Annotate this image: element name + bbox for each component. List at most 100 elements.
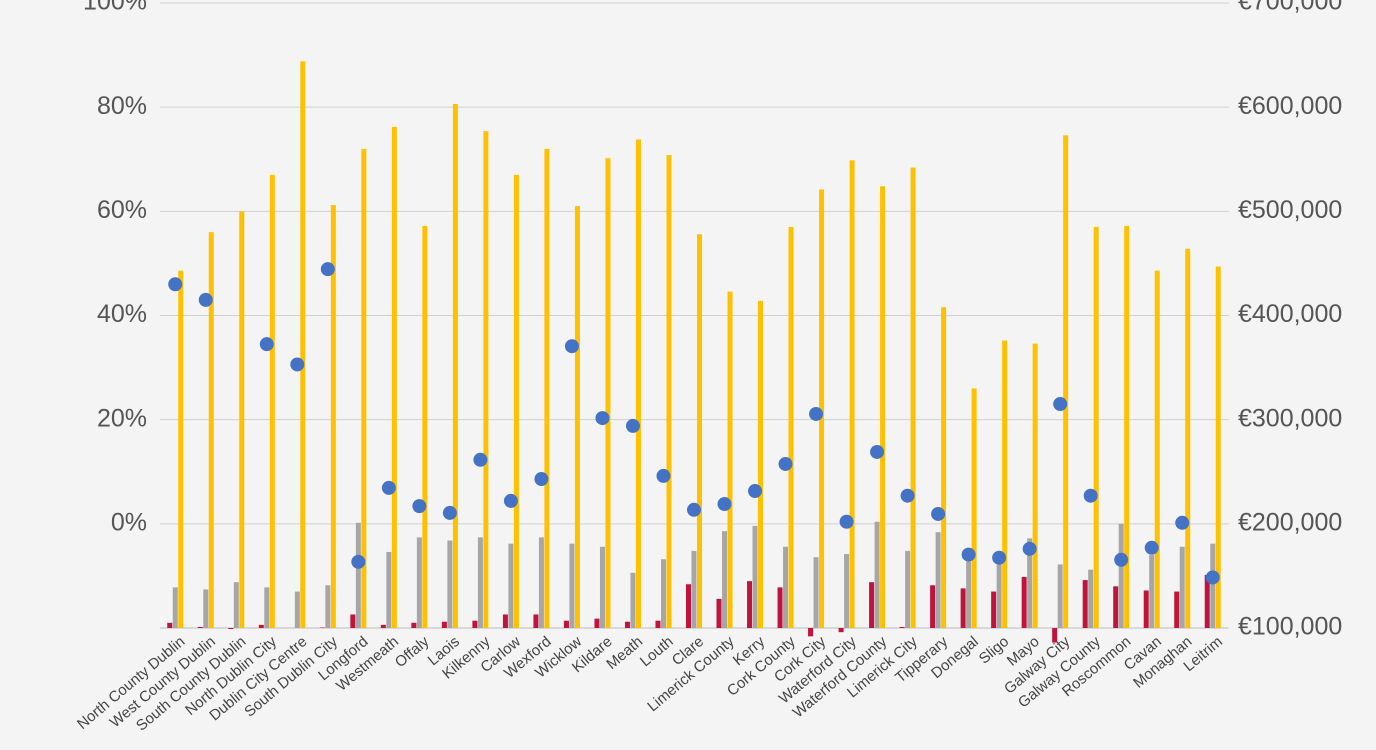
- bar: [1082, 580, 1088, 628]
- dot: [656, 468, 671, 483]
- bar: [697, 234, 702, 628]
- bar: [930, 585, 936, 628]
- dot: [992, 550, 1007, 565]
- bar: [660, 559, 666, 628]
- bar: [422, 225, 428, 628]
- bar: [630, 572, 636, 628]
- dot: [381, 480, 396, 495]
- bar: [300, 61, 306, 629]
- dot: [748, 484, 763, 499]
- dot: [168, 277, 183, 292]
- dot: [1114, 552, 1129, 567]
- bar: [635, 139, 641, 629]
- bar: [869, 582, 875, 628]
- dot: [198, 292, 213, 307]
- bar: [483, 131, 489, 628]
- dot: [595, 411, 610, 426]
- bar: [874, 521, 880, 628]
- x-tick-label: Louth: [637, 633, 677, 670]
- bar: [472, 620, 478, 628]
- bar: [935, 532, 941, 628]
- bar: [624, 621, 630, 628]
- bar: [594, 618, 600, 628]
- bar: [203, 589, 209, 628]
- dot: [931, 506, 946, 521]
- y2-tick-label: €400,000: [1238, 300, 1342, 328]
- dot: [1175, 515, 1190, 530]
- dot: [290, 357, 305, 372]
- bar: [716, 598, 722, 628]
- bar: [849, 160, 855, 628]
- bar: [1002, 340, 1008, 628]
- bar: [1174, 591, 1180, 628]
- bar: [808, 628, 814, 637]
- bar: [258, 624, 264, 628]
- bar: [1021, 576, 1027, 628]
- bar: [538, 537, 544, 628]
- y-tick-label: 60%: [97, 196, 147, 224]
- bar: [1088, 569, 1094, 628]
- dot: [717, 497, 732, 512]
- bar: [1063, 135, 1069, 628]
- dot: [320, 262, 335, 277]
- bar: [264, 587, 270, 628]
- bar: [991, 591, 997, 628]
- bar: [996, 564, 1002, 628]
- bar: [905, 550, 911, 628]
- bar: [441, 621, 447, 628]
- dot: [1053, 397, 1068, 412]
- bar: [1204, 574, 1210, 628]
- bar: [416, 537, 422, 628]
- bar: [1124, 225, 1130, 628]
- bar: [233, 582, 239, 628]
- bar: [1185, 248, 1191, 629]
- bar: [294, 591, 300, 628]
- bar: [666, 155, 672, 629]
- y2-tick-label: €300,000: [1238, 404, 1342, 432]
- bar: [391, 126, 397, 628]
- bar: [563, 620, 569, 628]
- dot: [534, 472, 549, 487]
- y-tick-label: 40%: [97, 300, 147, 328]
- bar: [386, 551, 392, 628]
- bar: [1143, 590, 1149, 628]
- dot: [1144, 540, 1159, 555]
- dot: [1083, 488, 1098, 503]
- bar: [477, 537, 483, 628]
- bar: [783, 546, 789, 628]
- dot: [473, 452, 488, 467]
- bar: [350, 614, 356, 628]
- dot: [412, 499, 427, 514]
- bar: [569, 543, 575, 628]
- dot: [503, 493, 518, 508]
- bar: [178, 270, 184, 628]
- bar: [1057, 564, 1063, 628]
- dot: [442, 505, 457, 520]
- bar: [447, 540, 453, 628]
- y2-tick-label: €100,000: [1238, 613, 1342, 641]
- bar: [838, 628, 844, 633]
- bar: [910, 167, 916, 629]
- bar: [1179, 546, 1185, 628]
- dot: [351, 554, 366, 569]
- bar: [813, 557, 819, 628]
- dot: [870, 444, 885, 459]
- y-tick-label: 80%: [97, 92, 147, 120]
- bar: [752, 525, 758, 628]
- bar: [355, 522, 361, 628]
- bar: [319, 627, 325, 628]
- bar: [966, 561, 972, 628]
- bar: [777, 587, 783, 628]
- bar: [513, 174, 519, 628]
- bar: [1215, 266, 1221, 628]
- bar: [361, 148, 367, 629]
- bar: [819, 189, 825, 629]
- bar: [239, 211, 245, 629]
- bar: [941, 307, 947, 628]
- bar: [574, 206, 580, 628]
- bar: [844, 554, 850, 628]
- dot: [839, 514, 854, 529]
- bar: [544, 148, 550, 629]
- bar: [960, 588, 966, 628]
